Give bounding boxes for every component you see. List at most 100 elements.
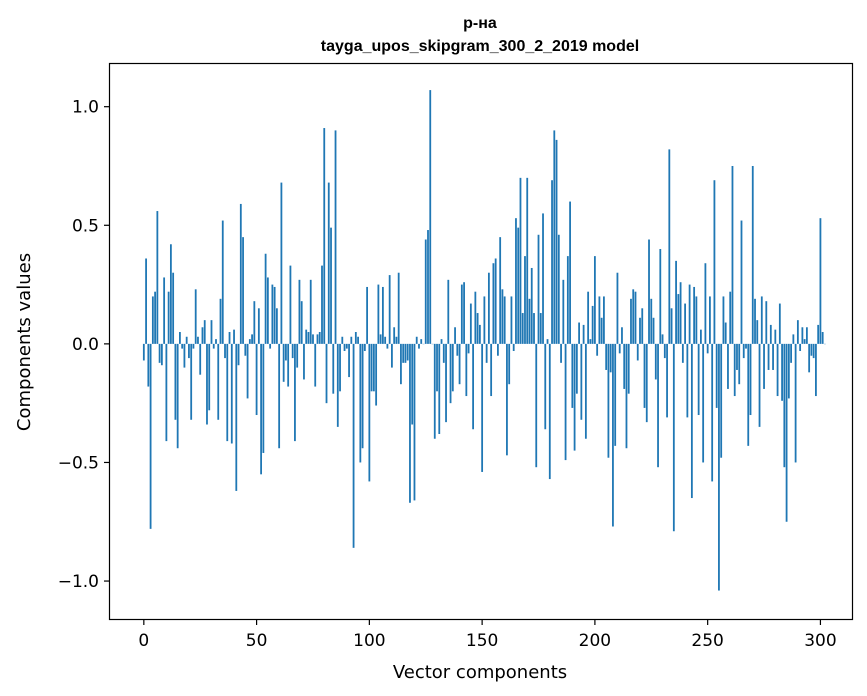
bar-175 (537, 234, 540, 344)
y-tick-label: 0.5 (72, 216, 99, 236)
bar-101 (370, 343, 373, 392)
bar-33 (217, 343, 220, 420)
bar-100 (368, 343, 371, 482)
bar-26 (201, 327, 204, 344)
bar-44 (242, 237, 244, 344)
bar-216 (630, 298, 632, 344)
bar-131 (438, 343, 441, 434)
bar-87 (339, 343, 341, 392)
bar-161 (506, 343, 508, 456)
bar-164 (512, 343, 515, 351)
bar-201 (596, 343, 599, 356)
bar-255 (718, 343, 720, 591)
x-axis-label: Vector components (393, 662, 567, 683)
bar-199 (591, 305, 594, 344)
bar-236 (675, 260, 677, 344)
bar-114 (400, 343, 402, 385)
bar-238 (679, 282, 682, 344)
bar-193 (578, 322, 580, 344)
bar-150 (481, 343, 484, 472)
bar-65 (289, 265, 292, 344)
bar-56 (269, 343, 272, 349)
bar-74 (309, 279, 312, 344)
bar-224 (648, 239, 650, 344)
bar-200 (593, 256, 596, 344)
bar-300 (819, 218, 822, 344)
bar-244 (693, 286, 696, 344)
bar-217 (632, 289, 635, 344)
bar-278 (769, 324, 772, 344)
bar-172 (530, 267, 533, 344)
bar-228 (657, 343, 659, 468)
bar-261 (731, 165, 734, 344)
bar-103 (375, 343, 378, 406)
bar-192 (575, 343, 578, 394)
bar-251 (709, 296, 711, 344)
bar-45 (244, 343, 247, 356)
bar-48 (251, 334, 253, 344)
bar-232 (666, 343, 668, 418)
bar-159 (501, 289, 504, 344)
x-tick-label: 100 (353, 631, 385, 651)
bar-25 (199, 343, 202, 375)
bar-225 (650, 298, 653, 344)
bar-53 (262, 343, 265, 453)
bar-288 (792, 334, 795, 344)
bar-241 (686, 343, 689, 418)
bar-254 (715, 343, 718, 408)
bar-90 (345, 343, 348, 349)
bar-215 (627, 343, 630, 394)
bar-174 (535, 343, 538, 468)
bar-273 (758, 343, 761, 427)
chart-title-line-2: tayga_upos_skipgram_300_2_2019 model (321, 38, 639, 55)
bar-13 (172, 272, 175, 344)
bar-38 (228, 332, 231, 344)
bar-71 (303, 343, 305, 380)
bar-127 (429, 90, 432, 344)
bar-31 (212, 343, 215, 349)
bar-135 (447, 279, 450, 344)
bar-211 (618, 343, 621, 354)
bar-243 (690, 343, 693, 499)
bar-287 (790, 343, 792, 363)
bar-208 (612, 343, 614, 527)
bar-43 (239, 203, 242, 344)
bar-170 (526, 177, 529, 344)
bar-30 (210, 320, 213, 344)
bar-163 (510, 296, 513, 344)
bar-119 (411, 343, 414, 425)
bar-245 (695, 296, 698, 344)
bar-179 (546, 339, 549, 344)
bar-248 (702, 343, 705, 463)
bar-207 (609, 343, 612, 373)
bar-22 (192, 343, 195, 349)
bar-28 (206, 343, 208, 425)
bar-41 (235, 343, 238, 491)
bar-146 (472, 343, 474, 430)
bar-166 (517, 227, 520, 344)
x-tick-label: 50 (246, 631, 268, 651)
bar-256 (720, 343, 723, 458)
bar-96 (359, 343, 362, 463)
bar-160 (503, 296, 506, 344)
bar-107 (384, 336, 387, 344)
bar-92 (350, 336, 353, 344)
bar-2 (147, 343, 150, 387)
bar-40 (233, 329, 235, 344)
x-tick-label: 300 (804, 631, 836, 651)
bar-169 (524, 256, 526, 344)
bar-289 (794, 343, 797, 463)
bar-129 (433, 343, 436, 439)
bar-115 (402, 343, 405, 363)
y-tick-label: −0.5 (58, 453, 99, 473)
bar-34 (219, 298, 222, 344)
bar-283 (781, 343, 783, 401)
bar-29 (208, 343, 211, 411)
bar-263 (736, 343, 738, 370)
bar-149 (478, 324, 481, 344)
bar-88 (341, 336, 344, 344)
bar-0 (142, 343, 145, 361)
bar-116 (404, 343, 407, 363)
bar-184 (557, 234, 560, 344)
bar-272 (756, 320, 759, 344)
